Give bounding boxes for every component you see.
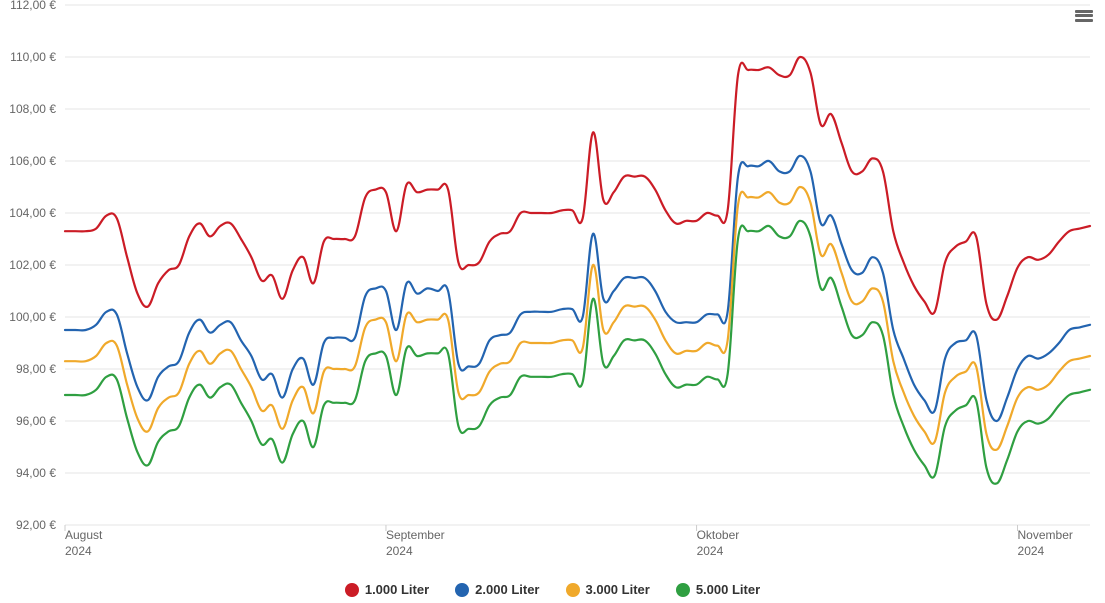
legend-swatch-icon bbox=[566, 583, 580, 597]
legend-label: 5.000 Liter bbox=[696, 582, 760, 597]
series-line bbox=[65, 221, 1090, 484]
y-tick-label: 98,00 € bbox=[16, 362, 56, 376]
x-tick-label: September2024 bbox=[386, 528, 445, 559]
chart-svg bbox=[65, 5, 1090, 525]
x-tick-label: August2024 bbox=[65, 528, 102, 559]
y-tick-label: 106,00 € bbox=[9, 154, 56, 168]
y-axis-labels: 92,00 €94,00 €96,00 €98,00 €100,00 €102,… bbox=[0, 5, 60, 525]
y-tick-label: 112,00 € bbox=[10, 0, 56, 12]
x-tick-label: November2024 bbox=[1018, 528, 1073, 559]
y-tick-label: 96,00 € bbox=[16, 414, 56, 428]
y-tick-label: 108,00 € bbox=[9, 102, 56, 116]
legend: 1.000 Liter 2.000 Liter 3.000 Liter 5.000 L… bbox=[0, 582, 1105, 597]
plot-area bbox=[65, 5, 1090, 525]
y-tick-label: 102,00 € bbox=[9, 258, 56, 272]
series-line bbox=[65, 57, 1090, 320]
x-axis-labels: August2024 September2024 Oktober2024 Novemb… bbox=[65, 528, 1090, 568]
y-tick-label: 94,00 € bbox=[16, 466, 56, 480]
legend-swatch-icon bbox=[345, 583, 359, 597]
legend-swatch-icon bbox=[455, 583, 469, 597]
legend-label: 2.000 Liter bbox=[475, 582, 539, 597]
legend-label: 1.000 Liter bbox=[365, 582, 429, 597]
y-tick-label: 92,00 € bbox=[16, 518, 56, 532]
legend-item[interactable]: 3.000 Liter bbox=[566, 582, 650, 597]
price-chart: 92,00 € 94,00 € 96,00 € 98,00 € 100,00 € 102,… bbox=[0, 0, 1105, 603]
y-tick-label: 104,00 € bbox=[9, 206, 56, 220]
legend-item[interactable]: 5.000 Liter bbox=[676, 582, 760, 597]
y-tick-label: 100,00 € bbox=[9, 310, 56, 324]
legend-label: 3.000 Liter bbox=[586, 582, 650, 597]
legend-item[interactable]: 1.000 Liter bbox=[345, 582, 429, 597]
x-tick-label: Oktober2024 bbox=[697, 528, 740, 559]
legend-swatch-icon bbox=[676, 583, 690, 597]
y-tick-label: 110,00 € bbox=[10, 50, 56, 64]
legend-item[interactable]: 2.000 Liter bbox=[455, 582, 539, 597]
